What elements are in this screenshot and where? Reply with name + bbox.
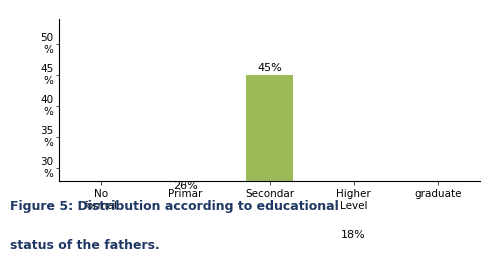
Bar [415, 181, 461, 278]
Bar [78, 181, 124, 278]
Text: 45%: 45% [257, 63, 282, 73]
Text: 26%: 26% [173, 181, 197, 191]
Text: 18%: 18% [342, 230, 366, 240]
Text: Figure 5: Distribution according to educational: Figure 5: Distribution according to educ… [10, 200, 339, 213]
Bar [331, 181, 377, 243]
Text: status of the fathers.: status of the fathers. [10, 239, 160, 252]
Bar [246, 75, 293, 181]
Bar [162, 181, 208, 193]
